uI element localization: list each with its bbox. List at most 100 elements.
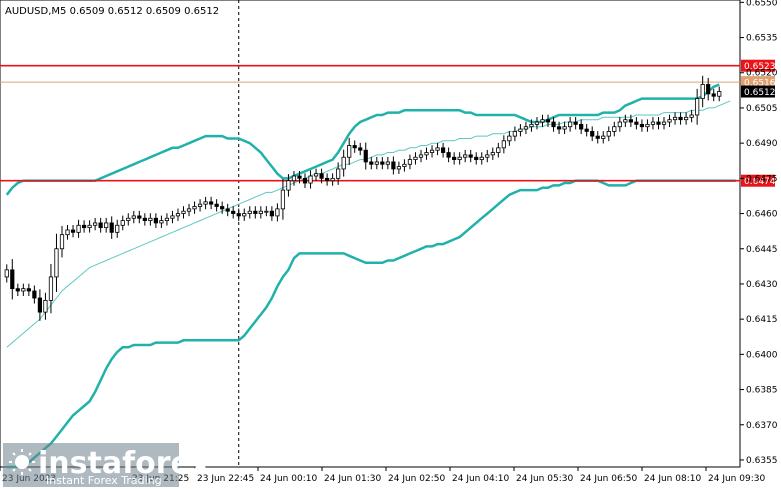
candle-body	[440, 147, 446, 153]
candle-body	[247, 210, 252, 214]
candle	[153, 213, 158, 228]
candle	[440, 142, 446, 158]
x-tick-label: 24 Jun 01:30	[324, 474, 381, 484]
candle	[634, 117, 639, 130]
candle	[159, 215, 164, 228]
candle-body	[15, 288, 20, 292]
candle-body	[98, 222, 103, 229]
candle	[700, 75, 705, 108]
candle-body	[242, 213, 247, 217]
x-tick-label: 23 Jun 22:45	[197, 474, 254, 484]
x-tick-label: 24 Jun 00:10	[260, 474, 317, 484]
candle	[628, 114, 633, 128]
candle	[70, 224, 76, 238]
candle-body	[21, 288, 26, 292]
logo-wordmark: instaforex	[38, 446, 210, 481]
candle	[518, 124, 523, 137]
candle-body	[579, 123, 584, 130]
y-tick-label: 0.6430	[746, 280, 778, 290]
band-upper-line	[5, 83, 720, 196]
candle	[612, 121, 617, 137]
candle	[606, 126, 611, 142]
candle	[214, 199, 219, 212]
candle	[501, 135, 506, 154]
candle-body	[490, 152, 495, 156]
y-tick-label: 0.6535	[746, 34, 778, 44]
candle-body	[43, 299, 48, 313]
candle-body	[534, 121, 540, 125]
candle	[529, 119, 534, 132]
candle-body	[474, 156, 479, 160]
candle	[568, 117, 573, 132]
candle-body	[214, 203, 219, 207]
candle-body	[203, 201, 208, 205]
candle	[490, 147, 495, 160]
candle-body	[164, 217, 170, 221]
y-tick-label: 0.6355	[746, 456, 778, 466]
candle-body	[706, 84, 711, 95]
candle	[59, 225, 65, 258]
candle	[319, 168, 324, 184]
candle	[717, 86, 722, 102]
level-label-0: 0.6523	[744, 62, 776, 72]
y-tick-label: 0.6490	[746, 139, 778, 149]
candle	[352, 140, 357, 153]
candle	[396, 161, 402, 174]
candle-body	[59, 234, 65, 250]
candle-body	[529, 123, 534, 128]
candle-body	[159, 220, 164, 224]
candle	[209, 196, 214, 210]
candle-body	[297, 175, 302, 179]
candle-body	[634, 121, 639, 125]
candle-body	[628, 119, 633, 123]
candle	[137, 210, 142, 224]
candle	[225, 203, 230, 217]
x-tick-label: 24 Jun 09:30	[708, 474, 765, 484]
candle-body	[689, 114, 694, 118]
y-tick-label: 0.6475	[746, 174, 778, 184]
candle-body	[695, 98, 700, 116]
candle-body	[573, 121, 578, 125]
candle-body	[601, 135, 606, 139]
candle	[197, 199, 203, 212]
chart-title: AUDUSD,M5 0.6509 0.6512 0.6509 0.6512	[5, 6, 219, 17]
candle	[32, 285, 37, 304]
candle-body	[595, 135, 600, 139]
candle-body	[70, 229, 76, 233]
candle	[4, 264, 9, 283]
candle	[446, 147, 451, 163]
candle-body	[540, 119, 545, 123]
candle-body	[678, 116, 683, 121]
candle	[115, 219, 120, 238]
level-tag-0	[741, 59, 775, 72]
candle-body	[639, 123, 645, 128]
candle-body	[562, 126, 567, 130]
candle-body	[131, 215, 136, 219]
candle-body	[313, 173, 319, 177]
candle	[413, 152, 418, 165]
candle-body	[104, 222, 109, 229]
current-price-label: 0.6512	[744, 88, 776, 98]
candle-body	[684, 116, 689, 121]
candle	[297, 171, 302, 184]
candle-body	[545, 119, 551, 123]
candle-body	[479, 156, 484, 160]
x-tick-label: 24 Jun 05:30	[516, 474, 573, 484]
y-tick-label: 0.6460	[746, 210, 778, 220]
candle-body	[424, 152, 429, 156]
moving-average	[6, 100, 731, 348]
candle	[407, 154, 413, 170]
candle	[507, 131, 512, 146]
candle	[87, 220, 92, 233]
candle	[545, 114, 551, 128]
candle	[220, 201, 225, 214]
candle-body	[507, 135, 512, 142]
x-tick-label: 24 Jun 02:50	[388, 474, 445, 484]
candle-body	[175, 213, 181, 217]
current-price-tag	[741, 85, 775, 98]
candle	[81, 220, 87, 233]
candle-body	[192, 206, 197, 210]
candle	[479, 152, 484, 165]
